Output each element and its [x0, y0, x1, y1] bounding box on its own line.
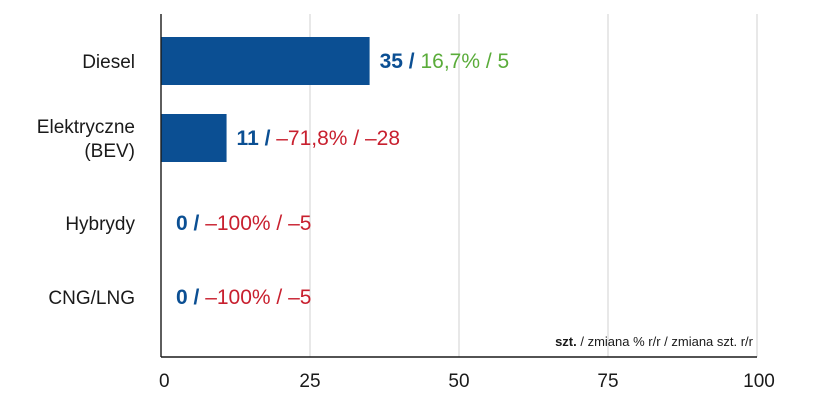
category-labels: Diesel Elektryczne (BEV) Hybrydy CNG/LNG	[37, 52, 136, 309]
x-tick-label: 25	[299, 371, 320, 392]
x-tick-label: 100	[743, 371, 775, 392]
data-label-change: –100% / –5	[199, 212, 311, 235]
x-tick-labels: 0 25 50 75 100	[159, 371, 775, 392]
bar	[161, 37, 370, 85]
data-label-value: 0 /	[176, 286, 200, 309]
unit-label-bold: szt.	[555, 334, 577, 349]
category-label: (BEV)	[84, 141, 135, 162]
gridlines	[309, 14, 758, 357]
data-label-change: 16,7% / 5	[415, 50, 510, 73]
data-label: 0 / –100% / –5	[176, 212, 311, 235]
x-tick-label: 75	[597, 371, 618, 392]
data-label: 0 / –100% / –5	[176, 286, 311, 309]
x-tick-label: 0	[159, 371, 170, 392]
data-label-change: –100% / –5	[199, 286, 311, 309]
category-label: Diesel	[82, 52, 135, 73]
unit-label-rest: / zmiana % r/r / zmiana szt. r/r	[577, 334, 754, 349]
data-label-change: –71,8% / –28	[270, 127, 400, 150]
unit-label: szt. / zmiana % r/r / zmiana szt. r/r	[555, 334, 754, 349]
data-label: 11 / –71,8% / –28	[237, 127, 400, 150]
bars	[161, 37, 370, 162]
data-label-value: 11 /	[237, 127, 271, 150]
axes	[160, 14, 757, 358]
category-label: CNG/LNG	[48, 288, 135, 309]
category-label: Hybrydy	[65, 214, 135, 235]
data-label: 35 / 16,7% / 5	[380, 50, 510, 73]
category-label: Elektryczne	[37, 117, 135, 138]
data-label-value: 0 /	[176, 212, 200, 235]
data-labels: 35 / 16,7% / 5 11 / –71,8% / –28 0 / –100%…	[176, 50, 509, 309]
data-label-value: 35 /	[380, 50, 415, 73]
bar	[161, 114, 227, 162]
x-tick-label: 50	[448, 371, 469, 392]
